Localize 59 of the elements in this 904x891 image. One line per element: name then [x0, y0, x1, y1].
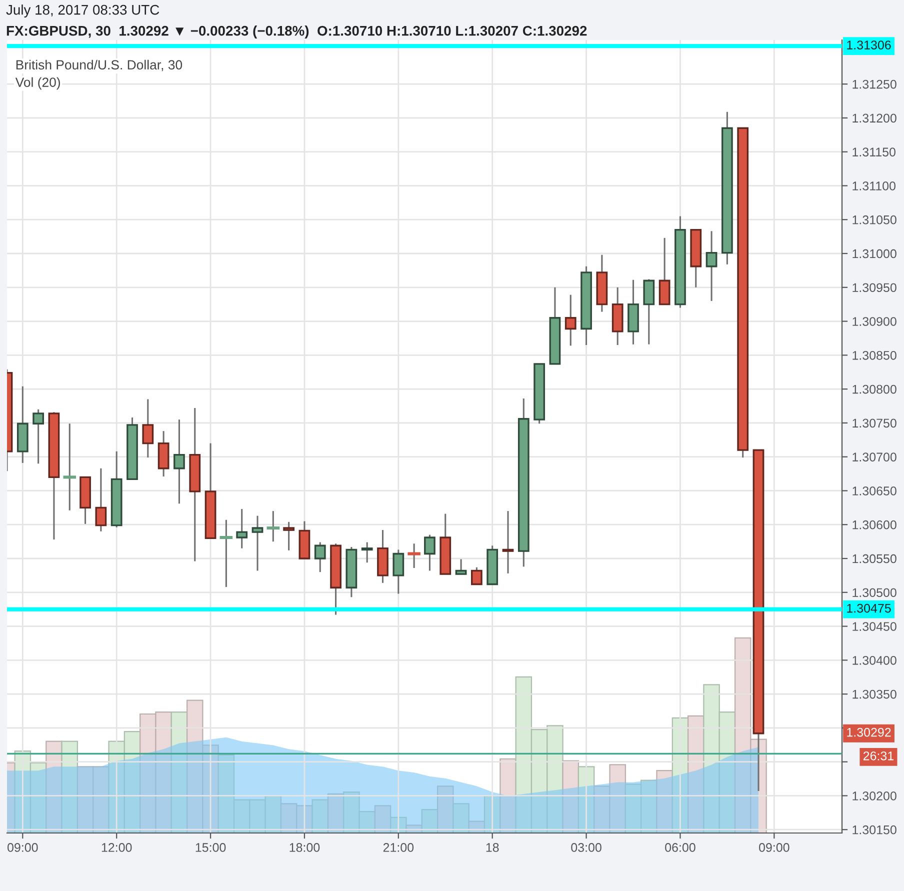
x-tick-label: 12:00	[102, 843, 132, 852]
candlestick	[252, 515, 264, 572]
candlestick	[314, 541, 326, 573]
text: British Pound/U.S. Dollar, 30	[16, 60, 182, 72]
candlestick	[392, 548, 404, 595]
text: 26:31	[863, 751, 894, 760]
candlestick	[455, 558, 467, 575]
x-tick-label: 18	[486, 843, 499, 852]
y-tick-label: 1.31150	[852, 148, 896, 156]
y-tick-label: 1.30800	[852, 384, 896, 394]
text: 1.30292	[847, 728, 891, 737]
candlestick	[142, 398, 154, 458]
y-tick-label: 1.30500	[852, 588, 896, 598]
candlestick	[174, 418, 185, 504]
x-tick-label: 09:00	[759, 843, 790, 852]
y-tick-label: 1.30550	[852, 554, 896, 564]
text: July 18, 2017 08:33 UTC	[6, 4, 160, 18]
y-tick-label: 1.30750	[852, 418, 896, 428]
y-tick-label: 1.30650	[852, 486, 896, 496]
ref-line-label: 1.30475	[847, 604, 891, 613]
y-tick-label: 1.30700	[852, 452, 896, 462]
x-tick-label: 09:00	[8, 843, 38, 852]
candlestick	[564, 294, 576, 346]
chart-title: Vol (20)	[15, 77, 60, 90]
candlestick	[706, 230, 718, 302]
y-tick-label: 1.31100	[852, 182, 896, 190]
candlestick	[643, 278, 655, 346]
x-tick-label: 15:00	[196, 843, 226, 852]
x-tick-label: 03:00	[571, 843, 602, 852]
y-tick-label: 1.30400	[852, 656, 896, 665]
y-tick-label: 1.30150	[852, 825, 896, 834]
y-tick-label: 1.30850	[852, 350, 896, 360]
candlestick	[220, 519, 233, 588]
y-tick-label: 1.30200	[852, 792, 896, 800]
y-tick-label: 1.31050	[852, 215, 896, 224]
x-tick-label: 21:00	[383, 843, 414, 852]
y-tick-label: 1.30350	[852, 690, 896, 699]
candlestick	[408, 542, 420, 569]
x-tick-label: 06:00	[665, 843, 696, 852]
candlestick	[424, 534, 436, 572]
candlestick	[32, 408, 44, 464]
y-tick-label: 1.30950	[852, 283, 896, 292]
x-tick-label: 18:00	[290, 843, 320, 852]
candlestick	[471, 566, 482, 586]
candlestick	[266, 510, 280, 542]
candlestick	[95, 468, 107, 532]
ref-line-label: 1.31306	[847, 40, 891, 50]
y-tick-label: 1.31200	[852, 114, 896, 123]
candlestick	[236, 508, 248, 550]
candlestick	[658, 237, 670, 306]
y-tick-label: 1.30450	[852, 622, 896, 631]
candlestick	[361, 541, 373, 564]
candlestick	[502, 510, 514, 574]
candlestick	[283, 521, 294, 552]
chart-subtitle: FX:GBPUSD, 30 1.30292 ▼ −0.00233 (−0.18%) O:1.30710 H:1.30710 L:1.30207 C:1.30292	[6, 26, 587, 38]
y-tick-label: 1.31250	[852, 80, 896, 89]
y-tick-label: 1.31000	[852, 249, 896, 258]
y-tick-label: 1.30600	[852, 520, 896, 530]
y-tick-label: 1.30900	[852, 317, 896, 326]
